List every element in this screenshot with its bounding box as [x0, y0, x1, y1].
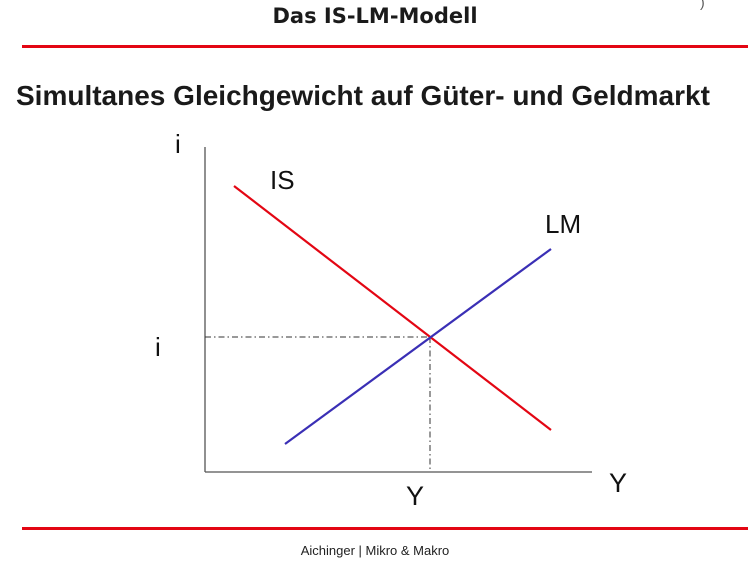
lm-curve-label: LM	[545, 209, 581, 239]
lm-curve	[284, 248, 552, 445]
header-rule	[22, 45, 748, 48]
equilibrium-i-label: i	[155, 332, 161, 362]
slide-header-title: Das IS-LM-Modell	[272, 4, 478, 28]
y-axis-label: i	[175, 129, 181, 159]
footer-rule	[22, 527, 748, 530]
equilibrium-y-label: Y	[406, 481, 424, 511]
is-curve	[233, 185, 552, 431]
is-curve-label: IS	[270, 165, 295, 195]
x-axis-label: Y	[609, 468, 627, 498]
slide-subtitle: Simultanes Gleichgewicht auf Güter- und …	[16, 80, 710, 111]
slide-footer: Aichinger | Mikro & Makro	[300, 543, 450, 558]
corner-mark: )	[700, 0, 705, 10]
